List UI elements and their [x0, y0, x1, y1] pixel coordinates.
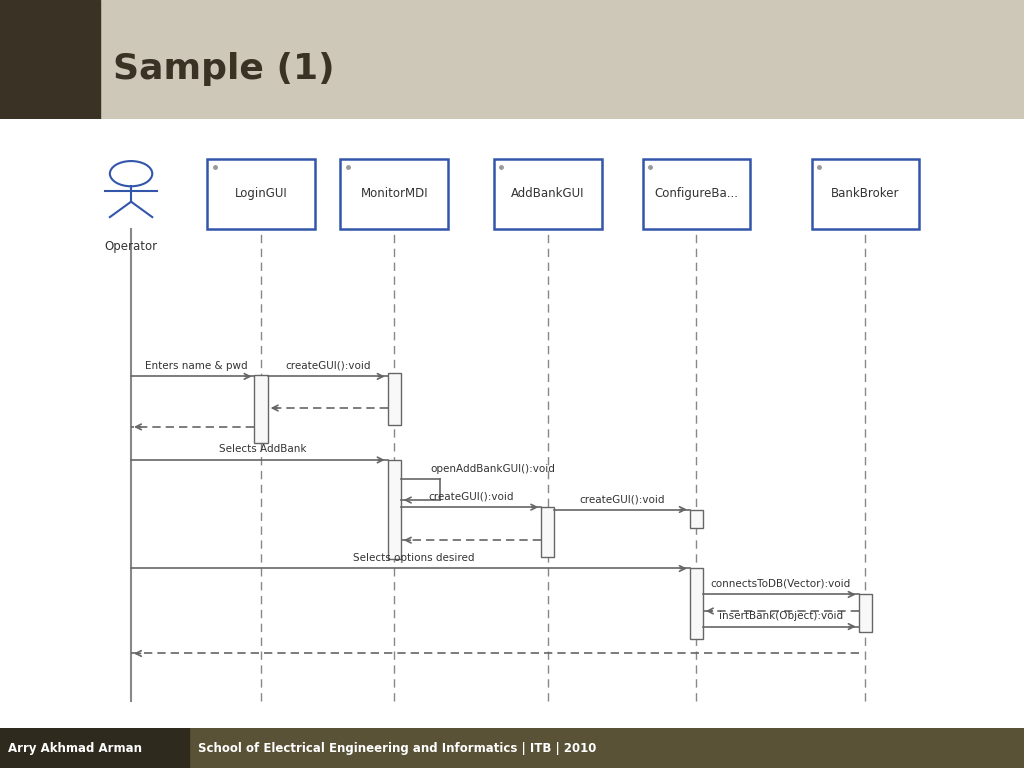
Text: Selects options desired: Selects options desired — [353, 553, 474, 563]
Bar — [858, 594, 872, 632]
Bar — [387, 460, 401, 559]
Bar — [0, 728, 189, 768]
Bar — [207, 159, 315, 229]
Bar — [0, 0, 100, 119]
Text: connectsToDB(Vector):void: connectsToDB(Vector):void — [711, 579, 851, 589]
Bar — [811, 159, 920, 229]
Bar — [387, 372, 401, 425]
Text: Enters name & pwd: Enters name & pwd — [144, 361, 248, 371]
Bar — [254, 375, 268, 443]
Text: AddBankGUI: AddBankGUI — [511, 187, 585, 200]
Text: openAddBankGUI():void: openAddBankGUI():void — [431, 464, 555, 474]
Text: ConfigureBa...: ConfigureBa... — [654, 187, 738, 200]
Bar — [495, 159, 602, 229]
Bar — [690, 509, 703, 528]
Bar — [340, 159, 449, 229]
Text: createGUI():void: createGUI():void — [580, 494, 665, 504]
Bar — [690, 568, 703, 639]
Text: LoginGUI: LoginGUI — [234, 187, 288, 200]
Bar — [643, 159, 750, 229]
Text: createGUI():void: createGUI():void — [285, 361, 371, 371]
Text: insertBank(Object):void: insertBank(Object):void — [719, 611, 843, 621]
Text: Arry Akhmad Arman: Arry Akhmad Arman — [8, 742, 142, 754]
Bar — [542, 507, 555, 557]
Text: Sample (1): Sample (1) — [113, 52, 334, 86]
Text: Operator: Operator — [104, 240, 158, 253]
Text: createGUI():void: createGUI():void — [428, 492, 514, 502]
Text: School of Electrical Engineering and Informatics | ITB | 2010: School of Electrical Engineering and Inf… — [198, 742, 596, 754]
Text: Selects AddBank: Selects AddBank — [219, 445, 306, 455]
Text: MonitorMDI: MonitorMDI — [360, 187, 428, 200]
Text: BankBroker: BankBroker — [831, 187, 899, 200]
